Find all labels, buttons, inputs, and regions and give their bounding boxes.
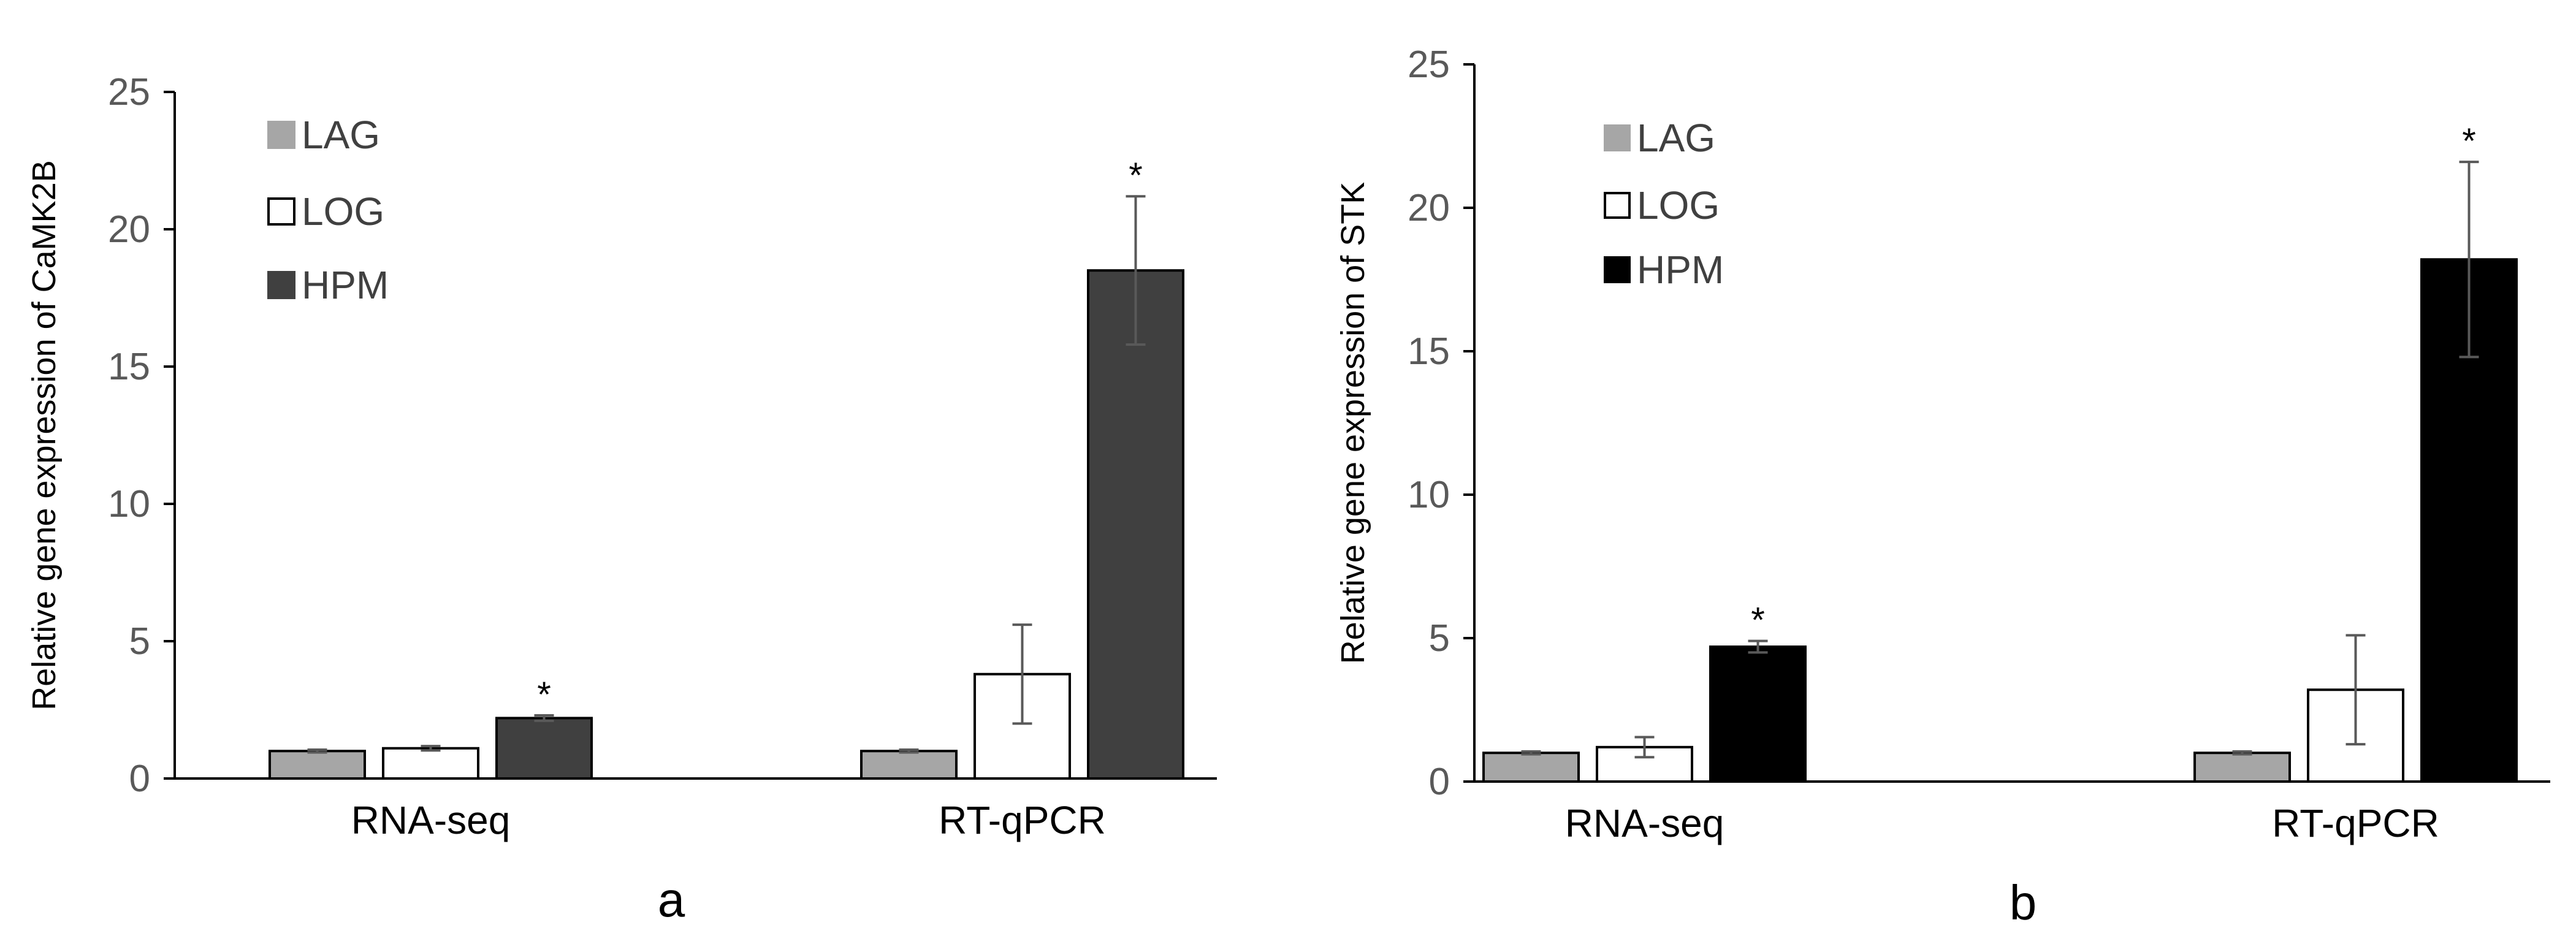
y-axis-title: Relative gene expression of CaMK2B <box>26 160 63 710</box>
significance-mark: * <box>1129 156 1143 196</box>
y-tick-label: 5 <box>129 620 150 663</box>
panel-label: a <box>658 872 685 927</box>
legend-label: HPM <box>302 263 389 307</box>
panel-label: b <box>2010 875 2037 930</box>
x-category-label: RNA-seq <box>1565 801 1724 845</box>
y-tick-label: 20 <box>1408 187 1450 229</box>
legend-swatch-hpm <box>1604 256 1631 283</box>
legend-swatch-lag <box>1604 124 1631 151</box>
bar-lag <box>2193 752 2291 783</box>
significance-mark: * <box>2462 121 2476 161</box>
y-tick-label: 25 <box>108 71 150 113</box>
y-tick-label: 0 <box>1429 761 1450 803</box>
x-category-label: RNA-seq <box>351 798 511 842</box>
legend-swatch-hpm <box>267 271 295 299</box>
significance-mark: * <box>1751 601 1765 641</box>
legend-label: LOG <box>1637 183 1720 227</box>
y-tick-label: 25 <box>1408 44 1450 86</box>
bar-hpm <box>495 717 593 780</box>
bar-log <box>382 747 479 780</box>
legend-swatch-log <box>1604 192 1631 219</box>
y-tick-label: 15 <box>1408 330 1450 373</box>
bar-lag <box>1482 752 1580 783</box>
x-category-label: RT-qPCR <box>939 798 1106 842</box>
x-category-label: RT-qPCR <box>2272 801 2439 845</box>
y-tick-label: 10 <box>108 483 150 525</box>
y-tick-label: 20 <box>108 208 150 251</box>
bar-lag <box>860 750 958 780</box>
y-tick-label: 15 <box>108 346 150 388</box>
chart-a-camk2b: 0 5 10 15 20 25 * RNA-seq * RT-qPCR LAG LOG HPM Relat… <box>26 71 1217 927</box>
y-tick-label: 10 <box>1408 474 1450 516</box>
legend-label: LAG <box>1637 116 1715 160</box>
y-tick-label: 0 <box>129 758 150 800</box>
legend-swatch-lag <box>267 121 295 149</box>
y-tick-label: 5 <box>1429 617 1450 660</box>
y-axis-title: Relative gene expression of STK <box>1335 182 1371 664</box>
legend-swatch-log <box>267 197 295 226</box>
significance-mark: * <box>537 675 551 715</box>
legend-label: LAG <box>302 113 380 157</box>
chart-b-stk: 0 5 10 15 20 25 * RNA-seq * RT-qPCR LAG LOG HPM Relat… <box>1335 44 2550 930</box>
bar-lag <box>269 750 366 780</box>
bar-hpm <box>1709 645 1807 783</box>
legend-label: HPM <box>1637 248 1724 292</box>
bar-hpm <box>1087 269 1184 780</box>
legend-label: LOG <box>302 189 384 234</box>
